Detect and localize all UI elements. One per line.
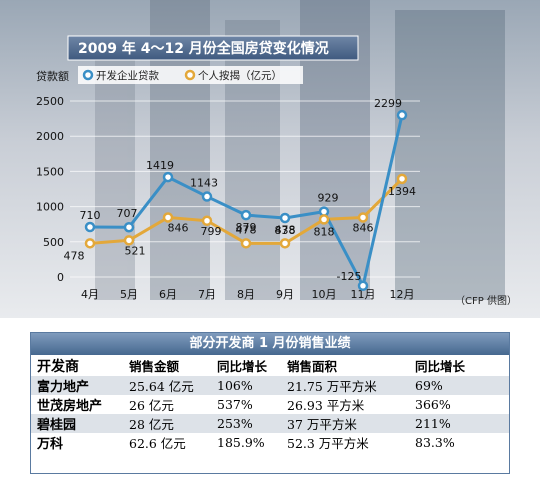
cell-amount-growth: 185.9% — [211, 433, 281, 452]
data-label-developer-loans: 929 — [318, 192, 339, 205]
chart-title: 2009 年 4～12 月份全国房贷变化情况 — [78, 40, 329, 57]
data-point-developer-loans — [123, 221, 135, 233]
data-point-developer-loans — [396, 109, 408, 121]
data-point-developer-loans — [84, 221, 96, 233]
data-label-mortgages: 1394 — [388, 185, 416, 198]
data-point-mortgages — [240, 238, 252, 249]
header-area-growth: 同比增长 — [409, 355, 509, 376]
x-tick-label: 10月 — [312, 288, 337, 301]
y-axis-ticks: 0 500 1000 1500 2000 2500 — [36, 95, 64, 284]
x-tick-label: 7月 — [198, 288, 216, 301]
cell-sales-area: 26.93 平方米 — [281, 395, 409, 414]
data-point-mortgages — [357, 212, 369, 223]
legend-label-mortgages: 个人按揭（亿元） — [198, 69, 282, 82]
table-row: 富力地产 25.64 亿元 106% 21.75 万平方米 69% — [31, 376, 509, 395]
y-tick-label: 500 — [43, 236, 64, 249]
data-point-mortgages — [123, 235, 135, 246]
header-sales-area: 销售面积 — [281, 355, 409, 376]
cell-sales-area: 52.3 万平方米 — [281, 433, 409, 452]
data-point-developer-loans — [279, 212, 291, 224]
y-tick-label: 1500 — [36, 165, 64, 178]
data-label-mortgages: 478 — [236, 223, 257, 236]
series-data-labels: 710 707 1419 1143 879 838 929 -125 2299 478 521 846… — [64, 97, 417, 283]
cell-area-growth: 69% — [409, 376, 509, 395]
cell-sales-amount: 26 亿元 — [123, 395, 211, 414]
data-label-developer-loans: -125 — [337, 270, 362, 283]
x-tick-label: 12月 — [390, 288, 415, 301]
legend-marker-developer-loans — [82, 69, 94, 81]
cell-sales-area: 37 万平方米 — [281, 414, 409, 433]
data-label-developer-loans: 710 — [80, 209, 101, 222]
cell-area-growth: 83.3% — [409, 433, 509, 452]
chart-area: 0 500 1000 1500 2000 2500 4月 5月 6月 7月 8月 9月 10月 11月 1… — [0, 0, 540, 318]
cell-area-growth: 366% — [409, 395, 509, 414]
image-credit: （CFP 供图） — [455, 296, 517, 307]
data-label-developer-loans: 1143 — [190, 177, 218, 190]
x-tick-label: 9月 — [276, 288, 294, 301]
data-label-developer-loans: 2299 — [374, 97, 402, 110]
y-tick-label: 0 — [57, 271, 64, 284]
table-row: 万科 62.6 亿元 185.9% 52.3 万平方米 83.3% — [31, 433, 509, 452]
x-tick-label: 6月 — [159, 288, 177, 301]
data-label-developer-loans: 879 — [236, 221, 257, 234]
legend-label-developer-loans: 开发企业贷款 — [96, 69, 159, 82]
data-point-mortgages — [84, 238, 96, 249]
data-point-mortgages — [318, 214, 330, 225]
header-sales-amount: 销售金额 — [123, 355, 211, 376]
data-label-mortgages: 846 — [353, 221, 374, 234]
cell-sales-area: 21.75 万平方米 — [281, 376, 409, 395]
cell-amount-growth: 253% — [211, 414, 281, 433]
cell-sales-amount: 62.6 亿元 — [123, 433, 211, 452]
y-tick-label: 2500 — [36, 95, 64, 108]
grid-lines — [70, 100, 420, 278]
cell-developer: 碧桂园 — [31, 414, 123, 433]
table-row: 世茂房地产 26 亿元 537% 26.93 平方米 366% — [31, 395, 509, 414]
cell-sales-amount: 25.64 亿元 — [123, 376, 211, 395]
data-label-mortgages: 846 — [168, 221, 189, 234]
data-point-mortgages — [162, 212, 174, 223]
data-point-mortgages — [396, 173, 408, 185]
sales-table-panel: 部分开发商 1 月份销售业绩 开发商 销售金额 同比增长 销售面积 同比增长 富… — [30, 332, 510, 474]
header-developer: 开发商 — [31, 355, 123, 376]
x-tick-label: 5月 — [120, 288, 138, 301]
data-point-developer-loans — [162, 171, 174, 183]
data-point-mortgages — [201, 215, 213, 227]
data-label-mortgages: 478 — [64, 249, 85, 262]
data-label-developer-loans: 838 — [275, 224, 296, 237]
y-axis-label: 贷款额 — [36, 69, 69, 83]
x-axis-ticks: 4月 5月 6月 7月 8月 9月 10月 11月 12月 — [81, 288, 415, 301]
cell-developer: 万科 — [31, 433, 123, 452]
line-chart: 0 500 1000 1500 2000 2500 4月 5月 6月 7月 8月 9月 10月 11月 1… — [0, 0, 540, 318]
y-tick-label: 1000 — [36, 201, 64, 214]
data-label-developer-loans: 707 — [117, 207, 138, 220]
data-label-mortgages: 478 — [275, 223, 296, 236]
legend: 开发企业贷款 个人按揭（亿元） — [78, 66, 303, 84]
y-tick-label: 2000 — [36, 130, 64, 143]
data-point-developer-loans — [201, 191, 213, 202]
x-tick-label: 11月 — [351, 288, 376, 301]
x-tick-label: 8月 — [237, 288, 255, 301]
x-tick-label: 4月 — [81, 288, 99, 301]
cell-amount-growth: 537% — [211, 395, 281, 414]
data-point-developer-loans — [357, 280, 369, 292]
table-row: 碧桂园 28 亿元 253% 37 万平方米 211% — [31, 414, 509, 433]
data-label-mortgages: 818 — [314, 225, 335, 238]
cell-sales-amount: 28 亿元 — [123, 414, 211, 433]
cell-developer: 富力地产 — [31, 376, 123, 395]
cell-area-growth: 211% — [409, 414, 509, 433]
sales-table: 开发商 销售金额 同比增长 销售面积 同比增长 富力地产 25.64 亿元 10… — [31, 355, 509, 452]
series-points — [84, 109, 408, 292]
data-point-developer-loans — [240, 209, 252, 221]
chart-title-bar — [67, 35, 359, 61]
cell-amount-growth: 106% — [211, 376, 281, 395]
data-label-mortgages: 799 — [201, 225, 222, 238]
data-label-developer-loans: 1419 — [146, 159, 174, 172]
legend-marker-mortgages — [184, 69, 196, 81]
data-label-mortgages: 521 — [125, 244, 146, 257]
header-amount-growth: 同比增长 — [211, 355, 281, 376]
cell-developer: 世茂房地产 — [31, 395, 123, 414]
table-title: 部分开发商 1 月份销售业绩 — [31, 333, 509, 355]
data-point-mortgages — [279, 238, 291, 249]
table-header-row: 开发商 销售金额 同比增长 销售面积 同比增长 — [31, 355, 509, 376]
